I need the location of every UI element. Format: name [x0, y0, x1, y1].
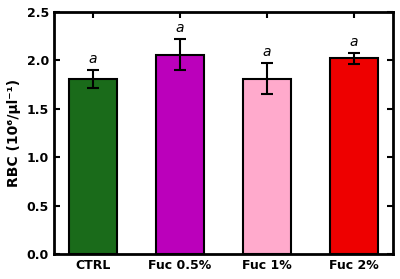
Text: a: a — [262, 45, 271, 59]
Bar — [156, 55, 204, 254]
Text: a: a — [176, 21, 184, 35]
Y-axis label: RBC (10⁶/µl⁻¹): RBC (10⁶/µl⁻¹) — [7, 79, 21, 187]
Bar — [330, 59, 378, 254]
Bar — [243, 79, 291, 254]
Bar — [69, 79, 117, 254]
Text: a: a — [89, 52, 97, 66]
Text: a: a — [350, 35, 358, 49]
